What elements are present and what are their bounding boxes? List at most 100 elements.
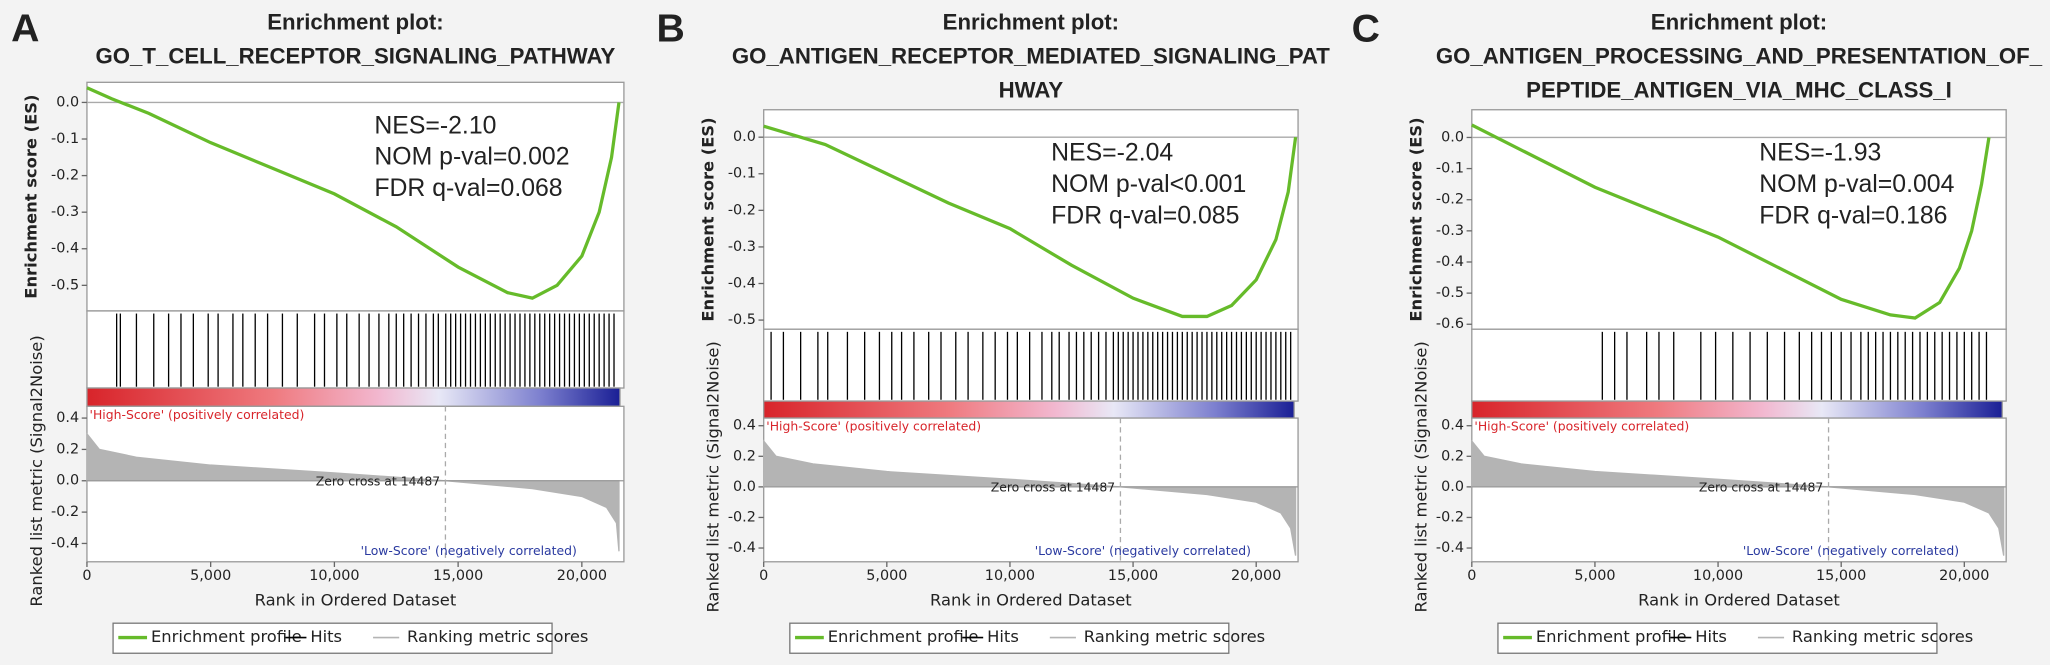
x-tick-label: 0 [759,568,768,584]
y2-axis-label: Ranked list metric (Signal2Noise) [1412,341,1431,612]
y-tick-label: -0.3 [1436,223,1464,239]
legend-label: Ranking metric scores [1792,627,1973,646]
chart-title: Enrichment plot: [1651,9,1827,34]
chart-title: HWAY [999,77,1064,102]
y2-tick-label: 0.0 [1441,479,1464,495]
zero-cross-label: Zero cross at 14487 [316,474,440,489]
stat-annotation: NES=-2.10 [374,112,496,139]
x-tick-label: 10,000 [309,568,359,584]
x-tick-label: 15,000 [1108,568,1158,584]
y-tick-label: -0.4 [51,241,79,257]
y2-tick-label: 0.2 [1441,448,1464,464]
ranking-metric-area [763,439,1297,556]
stat-annotation: NOM p-val=0.004 [1759,171,1954,198]
x-tick-label: 10,000 [985,568,1035,584]
x-tick-label: 0 [82,568,91,584]
high-score-label: 'High-Score' (positively correlated) [1474,419,1689,434]
es-plot-area [86,81,625,312]
y2-tick-label: -0.4 [51,535,79,551]
y2-tick-label: 0.2 [56,441,79,457]
legend-label: Enrichment profile [828,627,979,646]
stat-annotation: FDR q-val=0.068 [374,175,562,202]
x-axis-label: Rank in Ordered Dataset [930,590,1132,609]
panel-letter: A [11,8,39,51]
y-tick-label: -0.6 [1436,316,1464,332]
y-tick-label: -0.5 [728,312,756,328]
legend-label: Ranking metric scores [407,627,588,646]
legend-label: Hits [1695,627,1727,646]
y2-tick-label: 0.2 [733,448,756,464]
y2-tick-label: -0.4 [1436,540,1464,556]
y2-tick-label: -0.2 [728,509,756,525]
rank-colorbar [86,387,621,407]
y-tick-label: 0.0 [733,129,756,145]
y-tick-label: -0.3 [51,204,79,220]
x-axis-label: Rank in Ordered Dataset [1638,590,1840,609]
chart-title: PEPTIDE_ANTIGEN_VIA_MHC_CLASS_I [1526,77,1952,102]
stat-annotation: FDR q-val=0.085 [1051,202,1239,229]
y2-tick-label: -0.2 [1436,509,1464,525]
x-tick-label: 20,000 [1231,568,1281,584]
chart-title: GO_T_CELL_RECEPTOR_SIGNALING_PATHWAY [96,43,616,68]
y-tick-label: -0.3 [728,239,756,255]
x-tick-label: 5,000 [866,568,907,584]
y-tick-label: 0.0 [56,94,79,110]
legend-box [112,622,553,654]
y-tick-label: -0.2 [51,168,79,184]
y-tick-label: -0.1 [1436,161,1464,177]
x-tick-label: 5,000 [1574,568,1615,584]
y2-tick-label: -0.4 [728,540,756,556]
chart-title: GO_ANTIGEN_PROCESSING_AND_PRESENTATION_O… [1436,43,2043,68]
y2-tick-label: 0.0 [56,473,79,489]
stat-annotation: NOM p-val<0.001 [1051,171,1246,198]
legend-label: Hits [987,627,1019,646]
y-tick-label: 0.0 [1441,129,1464,145]
stat-annotation: NES=-2.04 [1051,140,1173,167]
y-tick-label: -0.2 [1436,192,1464,208]
x-tick-label: 20,000 [1939,568,1989,584]
low-score-label: 'Low-Score' (negatively correlated) [1035,543,1251,558]
high-score-label: 'High-Score' (positively correlated) [766,419,981,434]
legend-label: Enrichment profile [1536,627,1687,646]
y2-axis-label: Ranked list metric (Signal2Noise) [704,341,723,612]
y2-tick-label: 0.4 [733,418,756,434]
y-axis-label: Enrichment score (ES) [22,95,41,299]
legend-box [1497,622,1938,654]
legend-label: Hits [310,627,342,646]
es-plot-area [1471,109,2007,330]
y-tick-label: -0.1 [51,131,79,147]
legend-label: Enrichment profile [151,627,302,646]
y2-tick-label: 0.0 [733,479,756,495]
panel-letter: C [1352,8,1380,51]
legend-label: Ranking metric scores [1084,627,1265,646]
y-tick-label: -0.5 [1436,285,1464,301]
low-score-label: 'Low-Score' (negatively correlated) [1743,543,1959,558]
chart-title: GO_ANTIGEN_RECEPTOR_MEDIATED_SIGNALING_P… [732,43,1330,68]
hits-area [86,310,625,389]
stat-annotation: FDR q-val=0.186 [1759,202,1947,229]
enrichment-line [86,86,621,300]
x-tick-label: 15,000 [1816,568,1866,584]
rank-colorbar [763,400,1295,419]
ranking-metric-area [86,431,620,552]
rank-colorbar [1471,400,2003,419]
y-tick-label: -0.2 [728,202,756,218]
x-tick-label: 5,000 [190,568,231,584]
enrichment-line [763,124,1298,319]
x-tick-label: 15,000 [433,568,483,584]
y2-tick-label: 0.4 [1441,418,1464,434]
y-tick-label: -0.5 [51,277,79,293]
hits-area [1471,328,2007,402]
ranking-metric-area [1471,439,2005,556]
chart-title: Enrichment plot: [943,9,1119,34]
low-score-label: 'Low-Score' (negatively correlated) [361,543,577,558]
panel-letter: B [657,8,685,51]
y2-tick-label: -0.2 [51,504,79,520]
stat-annotation: NES=-1.93 [1759,140,1881,167]
y2-tick-label: 0.4 [56,410,79,426]
chart-title: Enrichment plot: [267,9,443,34]
x-tick-label: 10,000 [1693,568,1743,584]
y-tick-label: -0.1 [728,166,756,182]
legend-box [789,622,1230,654]
